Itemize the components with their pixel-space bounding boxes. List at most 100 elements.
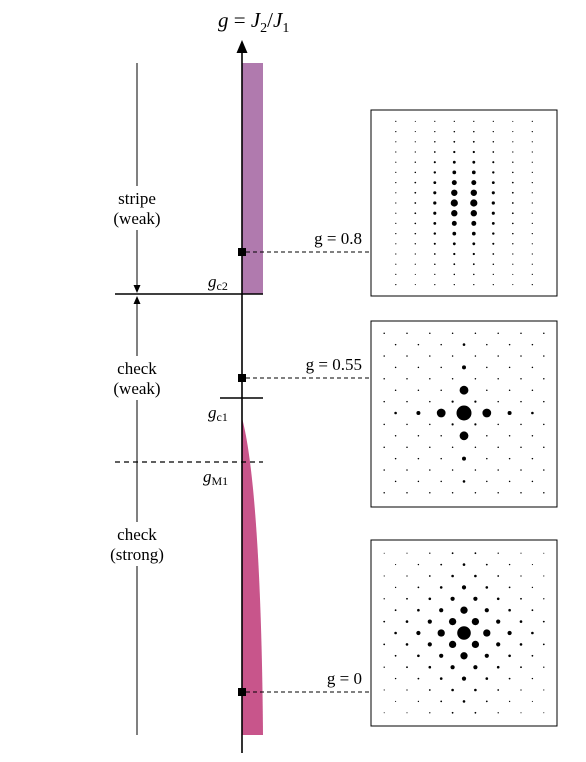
stripe-peak xyxy=(395,141,397,143)
check-weak-peak xyxy=(383,378,385,380)
check-weak-peak xyxy=(520,332,522,334)
stripe-peak xyxy=(433,242,436,245)
stripe-peak xyxy=(453,150,456,154)
check-strong-peak xyxy=(450,596,455,601)
stripe-peak xyxy=(414,171,417,174)
check-strong-peak xyxy=(497,552,499,554)
stripe-peak xyxy=(433,201,437,205)
check-strong-peak xyxy=(383,620,386,623)
check-strong-peak xyxy=(394,677,397,680)
stripe-peak xyxy=(491,201,495,205)
check-strong-peak xyxy=(457,626,471,640)
check-weak-peak xyxy=(451,355,454,357)
check-strong-peak xyxy=(406,689,408,691)
stripe-peak xyxy=(531,284,533,286)
check-weak-peak xyxy=(429,400,431,403)
check-strong-peak xyxy=(440,563,443,566)
stripe-peak xyxy=(531,120,533,122)
check-weak-peak xyxy=(543,446,545,448)
check-weak-peak xyxy=(531,389,534,391)
stripe-peak xyxy=(531,202,533,204)
check-strong-peak xyxy=(406,552,408,554)
check-strong-peak xyxy=(542,620,545,623)
check-strong-peak xyxy=(429,712,431,714)
phase-check-weak-strength: (weak) xyxy=(113,379,160,398)
stripe-peak xyxy=(492,253,495,255)
check-weak-peak xyxy=(474,355,477,357)
stripe-peak xyxy=(451,220,457,226)
check-weak-peak xyxy=(474,423,477,426)
check-weak-peak xyxy=(394,343,397,346)
check-weak-peak xyxy=(383,423,385,426)
phase-check-strong-name: check xyxy=(117,525,157,544)
check-weak-peak xyxy=(383,355,385,357)
check-strong-peak xyxy=(520,597,522,600)
check-weak-peak xyxy=(440,389,442,391)
check-strong-peak xyxy=(448,617,457,626)
check-strong-peak xyxy=(485,586,489,589)
check-weak-peak xyxy=(474,378,477,380)
check-strong-peak xyxy=(405,620,409,623)
stripe-peak xyxy=(414,253,416,255)
stripe-peak xyxy=(453,252,456,256)
check-strong-peak xyxy=(520,689,522,691)
panel-check-weak-dots xyxy=(383,332,545,494)
check-weak-peak xyxy=(507,411,512,415)
check-weak-peak xyxy=(497,469,499,471)
check-strong-peak xyxy=(507,630,512,636)
stripe-peak xyxy=(491,222,495,225)
check-weak-peak xyxy=(406,423,408,426)
stripe-peak xyxy=(473,283,475,286)
check-weak-peak xyxy=(394,480,397,483)
check-strong-peak xyxy=(519,620,523,623)
check-weak-peak xyxy=(406,469,408,471)
check-weak-peak xyxy=(429,446,431,448)
check-weak-peak xyxy=(417,480,420,483)
check-strong-peak xyxy=(383,643,386,646)
check-weak-peak xyxy=(462,343,466,346)
check-strong-peak xyxy=(520,666,522,669)
stripe-peak xyxy=(491,191,495,195)
check-strong-peak xyxy=(395,700,397,702)
panel-stripe xyxy=(370,109,558,297)
stripe-peak xyxy=(512,171,514,174)
stripe-peak xyxy=(414,202,417,204)
stripe-peak xyxy=(492,141,495,143)
check-weak-peak xyxy=(459,431,469,441)
check-strong-peak xyxy=(451,711,454,714)
stripe-peak xyxy=(472,140,475,143)
check-strong-peak xyxy=(383,666,385,668)
check-strong-peak xyxy=(439,608,444,613)
check-weak-peak xyxy=(462,480,466,483)
stripe-peak xyxy=(473,130,475,133)
stripe-peak xyxy=(433,232,437,235)
check-strong-peak xyxy=(497,689,500,691)
check-weak-peak xyxy=(383,400,385,403)
check-weak-peak xyxy=(429,469,431,471)
check-strong-peak xyxy=(428,575,431,577)
check-weak-peak xyxy=(429,423,431,426)
stripe-peak xyxy=(492,120,494,122)
check-strong-peak xyxy=(471,640,480,649)
check-weak-peak xyxy=(486,343,488,346)
stripe-peak xyxy=(433,191,437,195)
stripe-peak xyxy=(434,263,436,265)
panel-check-strong-dots xyxy=(383,552,545,714)
check-weak-peak xyxy=(474,400,477,403)
stripe-peak xyxy=(511,222,514,225)
stripe-peak xyxy=(453,130,456,133)
stripe-peak xyxy=(395,273,397,275)
stripe-peak xyxy=(531,222,533,224)
stripe-peak xyxy=(414,181,417,184)
check-strong-peak xyxy=(473,596,478,601)
check-weak-peak xyxy=(440,480,442,483)
check-strong-peak xyxy=(417,586,420,589)
check-weak-peak xyxy=(429,332,431,334)
check-weak-peak xyxy=(543,492,545,494)
stripe-peak xyxy=(414,131,416,133)
check-weak-peak xyxy=(383,332,385,334)
stripe-peak xyxy=(453,140,456,143)
stripe-peak xyxy=(471,220,477,226)
check-strong-peak xyxy=(531,654,534,657)
